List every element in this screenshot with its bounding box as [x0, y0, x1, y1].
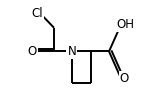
Text: O: O — [28, 45, 37, 58]
Text: OH: OH — [117, 18, 135, 31]
Text: Cl: Cl — [32, 6, 43, 19]
Text: O: O — [120, 72, 129, 85]
Text: N: N — [67, 45, 76, 58]
